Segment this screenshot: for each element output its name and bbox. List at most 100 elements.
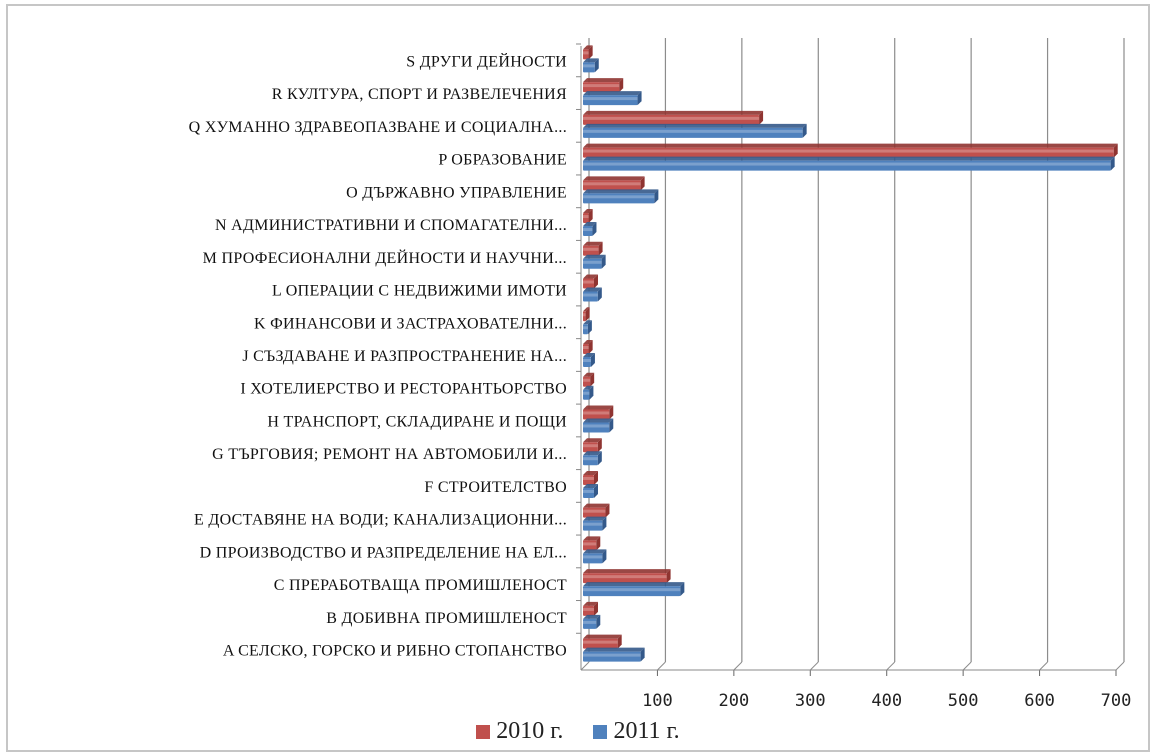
bar-2010 (583, 507, 606, 518)
bar-2010 (583, 540, 597, 551)
bar-2011-end (640, 647, 645, 662)
bar-2010-top (583, 176, 645, 181)
bar-2011 (583, 324, 588, 335)
category-label: G ТЪРГОВИЯ; РЕМОНТ НА АВТОМОБИЛИ И... (212, 446, 567, 463)
bar-2010-top (583, 274, 598, 279)
bar-2011-end (592, 222, 597, 237)
bar-2010 (583, 114, 760, 125)
bar-2010-shine (583, 116, 760, 120)
floor-line (1115, 661, 1125, 671)
bar-2010-top (583, 438, 602, 443)
bar-2010-top (583, 405, 614, 410)
bar-2010-top (583, 536, 601, 541)
bar-2011 (583, 455, 598, 466)
bar-2011 (583, 127, 803, 138)
bar-2011-shine (583, 97, 638, 101)
bar-2010-shine (583, 346, 589, 349)
bar-2011-shine (583, 424, 610, 428)
bar-2011-end (597, 287, 602, 302)
x-tick-label: 700 (1101, 691, 1132, 711)
floor-line (580, 661, 590, 671)
bar-2011-end (602, 549, 607, 564)
legend-label-2011: 2011 г. (613, 718, 680, 744)
bar-2011-shine (583, 260, 602, 264)
bar-2011-top (583, 254, 606, 259)
bar-2010-end (596, 536, 601, 551)
bar-2011 (583, 258, 602, 269)
floor-line (733, 661, 743, 671)
bar-2010-end (1113, 143, 1118, 158)
bar-2011 (583, 422, 610, 433)
bar-2010 (583, 49, 589, 60)
x-tick-label: 300 (795, 691, 826, 711)
bar-2011-top (583, 582, 685, 587)
bar-2011-top (583, 222, 597, 227)
bar-2011-shine (583, 457, 598, 461)
bar-2010-end (640, 176, 645, 191)
bar-2010 (583, 311, 586, 322)
bar-2010-end (588, 45, 593, 60)
bar-2011-end (596, 614, 601, 629)
floor-line (657, 661, 666, 671)
bar-2010-top (583, 307, 590, 312)
bar-2011 (583, 291, 598, 302)
category-label: O ДЪРЖАВНО УПРАВЛЕНИЕ (346, 184, 567, 201)
bar-2010 (583, 147, 1114, 158)
bar-2011-shine (583, 64, 595, 68)
category-label: K ФИНАНСОВИ И ЗАСТРАХОВАТЕЛНИ... (254, 315, 567, 332)
bar-2011-shine (583, 162, 1111, 166)
bar-2011-top (583, 418, 614, 423)
bar-2011-top (583, 451, 602, 456)
category-label: P ОБРАЗОВАНИЕ (438, 152, 567, 169)
bar-2011-shine (583, 555, 603, 559)
bar-2010-shine (583, 411, 610, 415)
bar-2011-end (654, 189, 659, 204)
bar-2010-top (583, 634, 622, 639)
bar-2011-shine (583, 228, 593, 232)
floor-line (886, 661, 896, 671)
legend-item-2010: 2010 г. (476, 718, 563, 745)
bar-2010-end (598, 241, 603, 256)
bar-2010-top (583, 601, 598, 606)
bar-2011-end (587, 320, 592, 335)
category-label: C ПРЕРАБОТВАЩА ПРОМИШЛЕНОСТ (274, 577, 567, 594)
bar-2011-shine (583, 359, 591, 362)
bar-2011-top (583, 287, 602, 292)
bar-2011-end (637, 91, 642, 106)
bar-2011-top (583, 549, 607, 554)
bar-2011 (583, 618, 597, 629)
bar-2011-shine (583, 293, 598, 297)
category-label: A СЕЛСКО, ГОРСКО И РИБНО СТОПАНСТВО (223, 643, 567, 660)
bar-2010-shine (583, 476, 594, 480)
bar-2010-end (619, 78, 624, 93)
bar-2011-shine (583, 653, 641, 657)
bar-2011-end (593, 483, 598, 498)
bar-2010-top (583, 470, 598, 475)
bar-2011-shine (583, 489, 594, 493)
legend-swatch-2010 (476, 724, 491, 739)
bar-2011-shine (583, 620, 597, 624)
bar-2010-top (583, 45, 593, 50)
category-label: Q ХУМАННО ЗДРАВЕОПАЗВАНЕ И СОЦИАЛНА... (189, 119, 567, 136)
bar-2010 (583, 638, 618, 649)
bar-2010-top (583, 569, 671, 574)
bar-2011 (583, 553, 603, 564)
category-label: H ТРАНСПОРТ, СКЛАДИРАНЕ И ПОЩИ (267, 413, 567, 430)
bar-2011 (583, 95, 638, 106)
chart-frame: 100 200 300 400 500 600 700 A СЕЛСКО, ГОРСКО И … (6, 4, 1150, 752)
bar-2011-shine (583, 588, 681, 592)
category-label: F СТРОИТЕЛСТВО (424, 479, 567, 496)
bar-2011-top (583, 483, 598, 488)
floor-line (809, 661, 819, 671)
bar-2010-end (617, 634, 622, 649)
bar-2010-end (593, 601, 598, 616)
bar-2010-end (609, 405, 614, 420)
bar-2010 (583, 344, 589, 354)
x-tick-label: 600 (1024, 691, 1055, 711)
bar-2010 (583, 213, 589, 224)
bar-2011-top (583, 189, 659, 194)
bar-2011 (583, 487, 594, 498)
bar-2010-shine (583, 575, 667, 579)
bar-2010 (583, 442, 598, 453)
bar-2011-shine (583, 391, 590, 395)
